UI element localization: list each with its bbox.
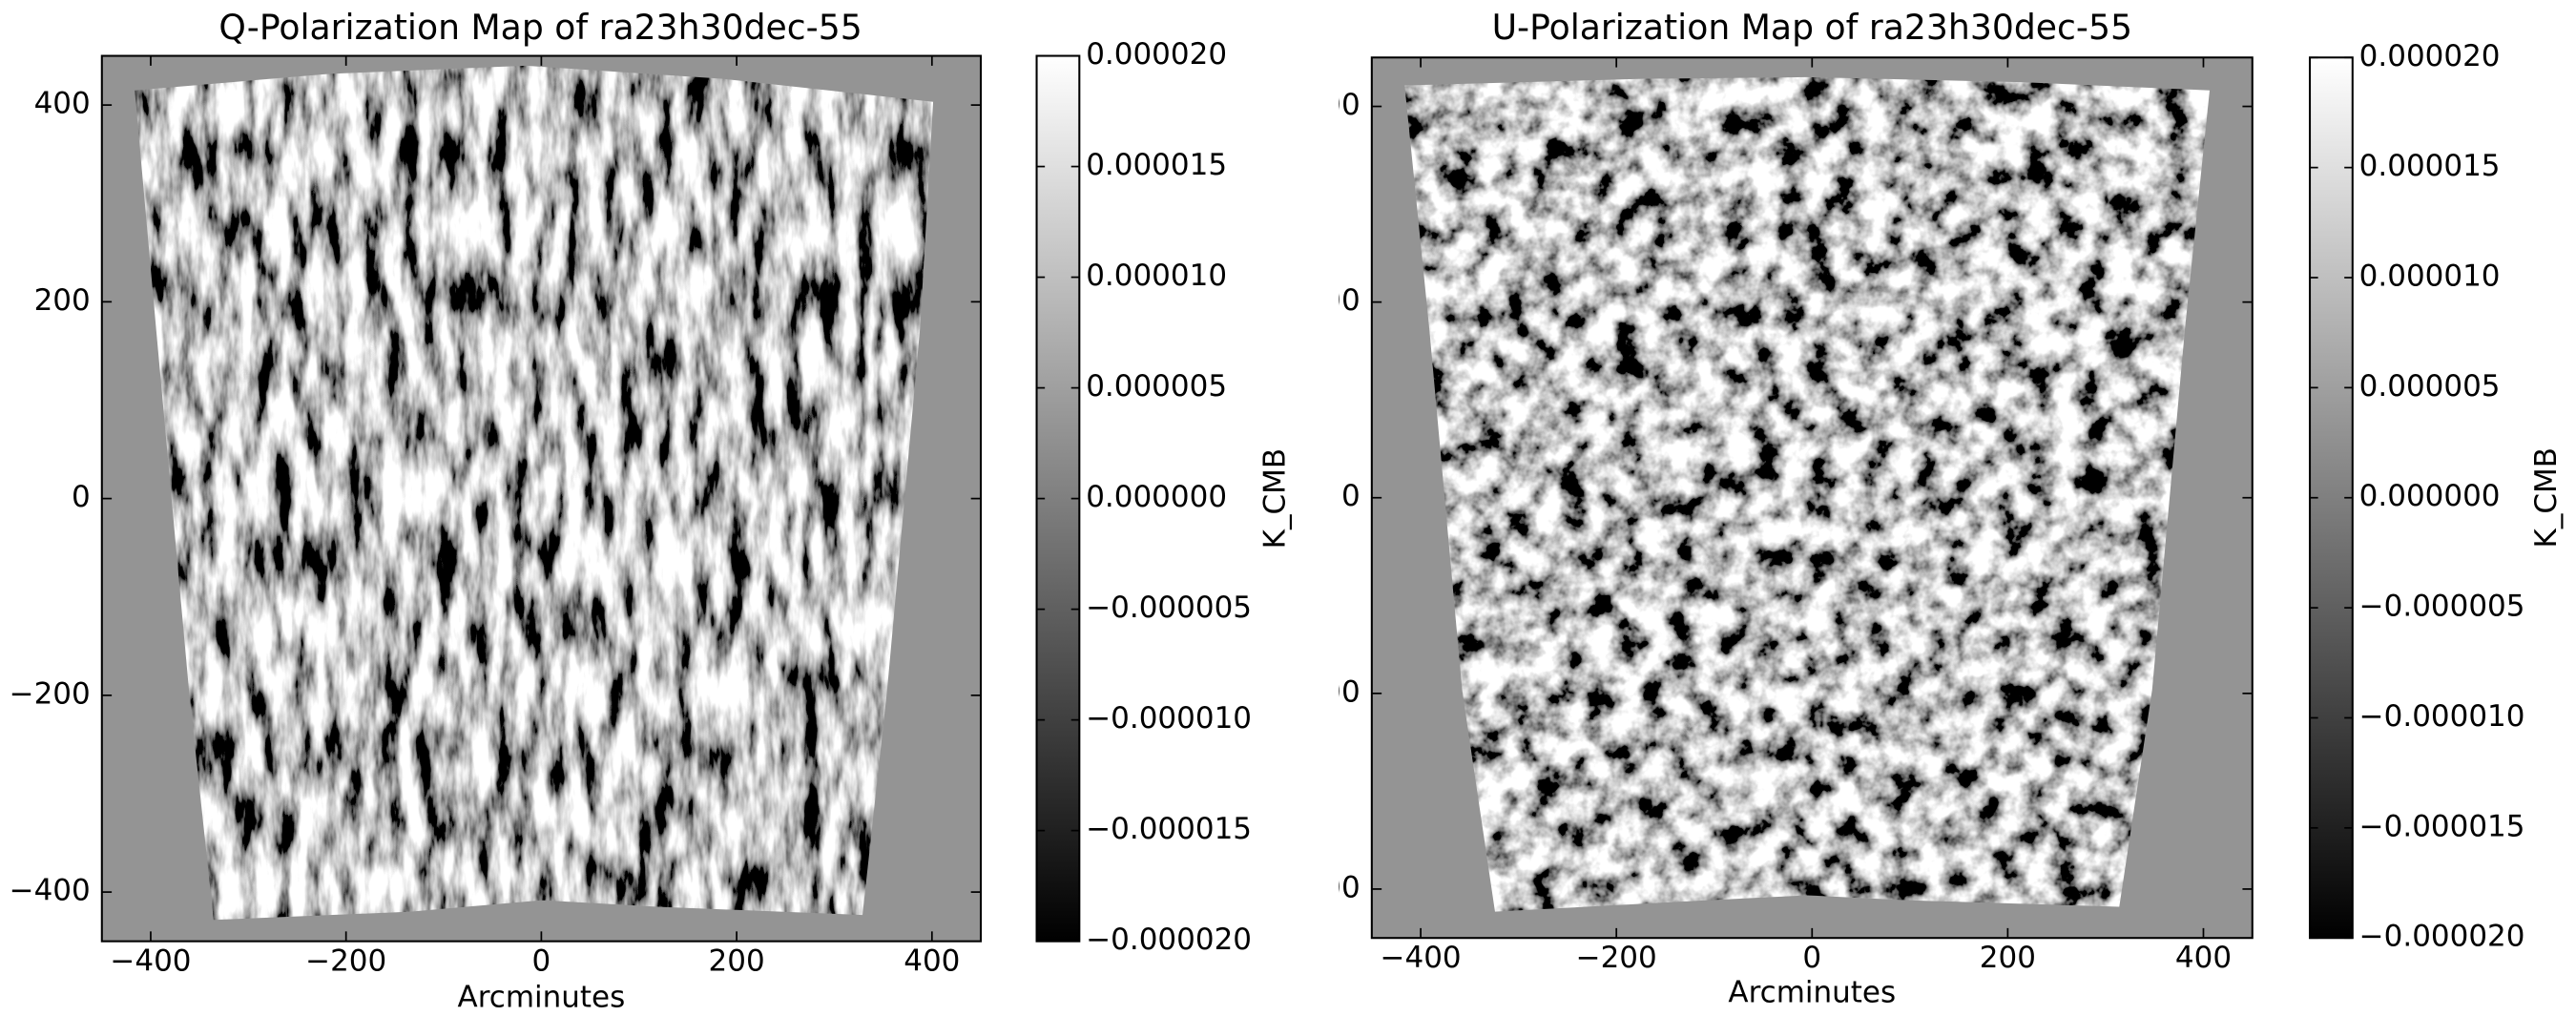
colorbar-tick-label: 0.000015 bbox=[2359, 149, 2501, 183]
colorbar-tick-label: −0.000015 bbox=[1086, 812, 1252, 846]
map-image bbox=[1404, 76, 2210, 912]
colorbar-tick-label: 0.000010 bbox=[2359, 259, 2501, 294]
colorbar-tick-label: 0.000000 bbox=[2359, 479, 2501, 513]
x-tick-label: −400 bbox=[1381, 941, 1462, 975]
colorbar-tick-label: 0.000020 bbox=[2359, 39, 2501, 73]
x-tick-label: 0 bbox=[1802, 941, 1821, 975]
x-tick-label: 0 bbox=[532, 944, 551, 979]
colorbar-tick-label: −0.000010 bbox=[2359, 699, 2525, 734]
x-axis-label: Arcminutes bbox=[458, 980, 626, 1014]
x-tick-label: −200 bbox=[305, 944, 386, 979]
colorbar-tick-label: 0.000000 bbox=[1086, 480, 1227, 514]
chart-title: U-Polarization Map of ra23h30dec-55 bbox=[1492, 7, 2132, 48]
colorbar-tick-label: −0.000010 bbox=[1086, 701, 1252, 736]
y-tick-label: 0 bbox=[72, 480, 91, 514]
colorbar-tick-label: 0.000015 bbox=[1086, 148, 1227, 182]
y-tick-label: −200 bbox=[10, 676, 91, 711]
y-tick-label: 0 bbox=[1341, 479, 1361, 513]
x-tick-label: 200 bbox=[1980, 941, 2036, 975]
colorbar-tick-label: −0.000005 bbox=[1086, 591, 1252, 625]
y-tick-label: 400 bbox=[1304, 88, 1361, 122]
x-tick-label: 200 bbox=[709, 944, 765, 979]
colorbar-label: K_CMB bbox=[1257, 448, 1292, 549]
colorbar-tick-label: 0.000005 bbox=[2359, 369, 2501, 404]
x-tick-label: 400 bbox=[904, 944, 960, 979]
colorbar-label: K_CMB bbox=[2529, 447, 2564, 548]
chart-title: Q-Polarization Map of ra23h30dec-55 bbox=[218, 7, 862, 48]
colorbar-tick-label: −0.000020 bbox=[2359, 920, 2525, 954]
y-tick-label: −200 bbox=[1279, 674, 1361, 709]
y-tick-label: 400 bbox=[34, 87, 91, 121]
x-tick-label: 400 bbox=[2175, 941, 2232, 975]
y-tick-label: 200 bbox=[1304, 283, 1361, 318]
colorbar-tick-label: 0.000005 bbox=[1086, 369, 1227, 404]
x-tick-label: −400 bbox=[110, 944, 191, 979]
colorbar-tick-label: 0.000020 bbox=[1086, 37, 1227, 72]
y-tick-labels: −400 −200 0 200 400 bbox=[10, 87, 91, 908]
colorbar-tick-label: −0.000015 bbox=[2359, 809, 2525, 843]
colorbar-tick-label: 0.000010 bbox=[1086, 259, 1227, 293]
y-tick-label: −400 bbox=[1279, 870, 1361, 904]
x-tick-label: −200 bbox=[1576, 941, 1657, 975]
x-axis-label: Arcminutes bbox=[1728, 975, 1896, 1009]
y-tick-label: −400 bbox=[10, 874, 91, 908]
y-tick-label: 200 bbox=[34, 283, 91, 318]
map-image bbox=[135, 65, 934, 921]
colorbar-tick-label: −0.000005 bbox=[2359, 590, 2525, 624]
y-tick-labels: −400 −200 0 200 400 bbox=[1279, 88, 1361, 904]
colorbar-tick-label: −0.000020 bbox=[1086, 923, 1252, 957]
